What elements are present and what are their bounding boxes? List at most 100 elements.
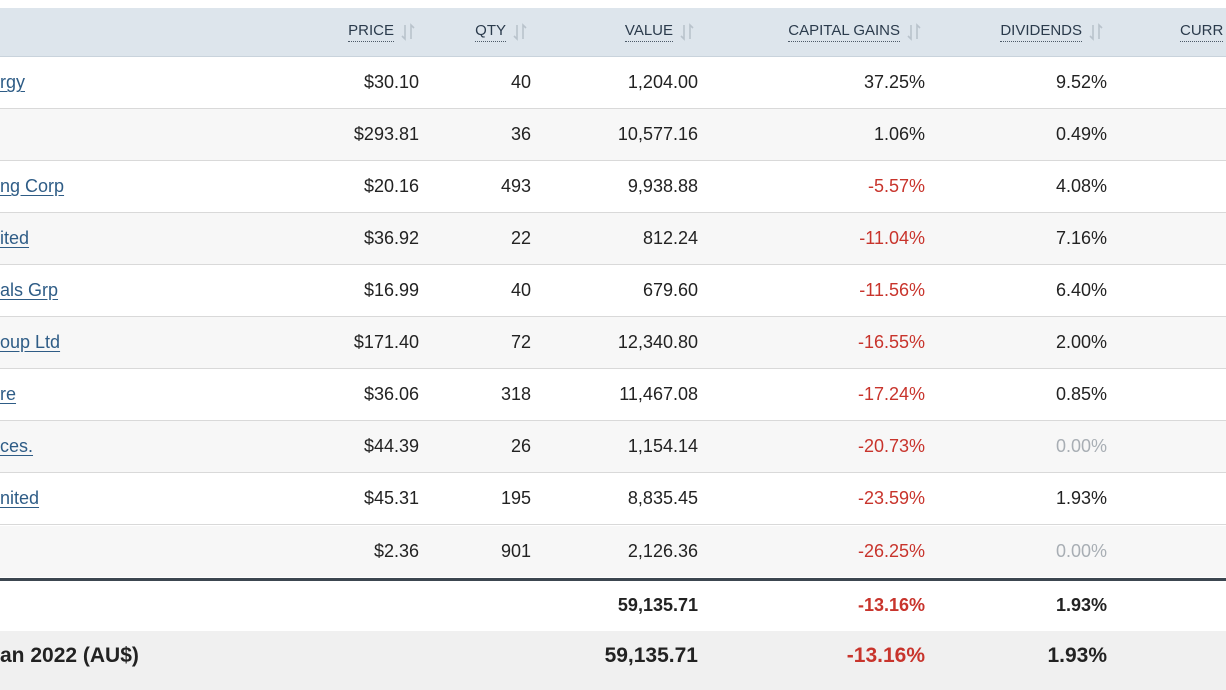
capital-gains-cell: -11.04% [859, 228, 925, 248]
dividends-cell: 0.00% [1055, 541, 1107, 561]
sort-icon[interactable] [512, 21, 528, 43]
holding-name[interactable]: nited [0, 473, 39, 524]
sort-icon[interactable] [400, 21, 416, 43]
holding-name[interactable]: ces. [0, 421, 33, 472]
price-cell: $2.36 [373, 541, 419, 561]
holding-link[interactable]: ces. [0, 436, 34, 456]
sort-icon[interactable] [906, 21, 922, 43]
capital-gains-cell: -16.55% [857, 332, 925, 352]
capital-gains-cell: -20.73% [857, 436, 925, 456]
price-cell: $20.16 [363, 176, 419, 196]
value-cell: 1,154.14 [627, 436, 698, 456]
value-cell: 8,835.45 [627, 488, 698, 508]
total-label: an 2022 (AU$) [0, 644, 139, 667]
capital-gains-cell: 1.06% [873, 124, 925, 144]
value-cell: 679.60 [642, 280, 698, 300]
dividends-header-label[interactable]: DIVIDENDS [1000, 22, 1082, 42]
price-cell: $36.92 [363, 228, 419, 248]
qty-cell: 40 [510, 72, 531, 92]
dividends-cell: 0.00% [1055, 436, 1107, 456]
column-header-capital-gains[interactable]: CAPITAL GAINS [788, 8, 922, 56]
holding-link[interactable]: re [0, 384, 17, 404]
capital-gains-cell: -23.59% [857, 488, 925, 508]
qty-cell: 40 [510, 280, 531, 300]
value-cell: 11,467.08 [619, 384, 698, 404]
capital-gains-header-label[interactable]: CAPITAL GAINS [788, 22, 900, 42]
dividends-cell: 2.00% [1055, 332, 1107, 352]
subtotal-value: 59,135.71 [617, 594, 698, 615]
qty-cell: 493 [500, 176, 531, 196]
value-cell: 12,340.80 [617, 332, 698, 352]
holding-name[interactable]: re [0, 369, 16, 420]
dividends-cell: 7.16% [1055, 228, 1107, 248]
dividends-cell: 0.49% [1055, 124, 1107, 144]
value-cell: 9,938.88 [627, 176, 698, 196]
column-header-price[interactable]: PRICE [348, 8, 416, 56]
holding-name[interactable]: ited [0, 213, 29, 264]
sort-icon[interactable] [1088, 21, 1104, 43]
dividends-cell: 9.52% [1055, 72, 1107, 92]
value-cell: 812.24 [642, 228, 698, 248]
table-row: als Grp $16.99 40 679.60 -11.56% 6.40% [0, 265, 1226, 317]
qty-cell: 26 [510, 436, 531, 456]
price-cell: $36.06 [363, 384, 419, 404]
holding-link[interactable]: ng Corp [0, 176, 65, 196]
dividends-cell: 1.93% [1055, 488, 1107, 508]
currency-header-label[interactable]: CURR [1180, 22, 1224, 42]
qty-cell: 36 [510, 124, 531, 144]
value-cell: 1,204.00 [627, 72, 698, 92]
dividends-cell: 0.85% [1055, 384, 1107, 404]
subtotal-capital-gains: -13.16% [857, 594, 925, 615]
price-cell: $16.99 [363, 280, 419, 300]
table-row: ng Corp $20.16 493 9,938.88 -5.57% 4.08% [0, 161, 1226, 213]
holding-name[interactable]: ng Corp [0, 161, 64, 212]
capital-gains-cell: -26.25% [857, 541, 925, 561]
holding-name[interactable]: oup Ltd [0, 317, 60, 368]
table-row: ited $36.92 22 812.24 -11.04% 7.16% [0, 213, 1226, 265]
holding-link[interactable]: rgy [0, 72, 26, 92]
qty-cell: 901 [500, 541, 531, 561]
price-cell: $30.10 [363, 72, 419, 92]
holding-name[interactable]: als Grp [0, 265, 58, 316]
total-capital-gains: -13.16% [846, 644, 925, 667]
holding-link[interactable]: als Grp [0, 280, 59, 300]
dividends-cell: 4.08% [1055, 176, 1107, 196]
total-value: 59,135.71 [604, 644, 698, 667]
total-dividends: 1.93% [1047, 644, 1107, 667]
qty-cell: 72 [510, 332, 531, 352]
dividends-cell: 6.40% [1055, 280, 1107, 300]
table-row: re $36.06 318 11,467.08 -17.24% 0.85% [0, 369, 1226, 421]
value-header-label[interactable]: VALUE [624, 22, 673, 42]
table-row: oup Ltd $171.40 72 12,340.80 -16.55% 2.0… [0, 317, 1226, 369]
holding-link[interactable]: ited [0, 228, 30, 248]
holding-name[interactable]: rgy [0, 57, 25, 108]
table-row: ces. $44.39 26 1,154.14 -20.73% 0.00% [0, 421, 1226, 473]
column-header-currency[interactable]: CURR [1180, 8, 1224, 56]
qty-header-label[interactable]: QTY [475, 22, 506, 42]
column-header-dividends[interactable]: DIVIDENDS [1000, 8, 1104, 56]
qty-cell: 22 [510, 228, 531, 248]
table-header: PRICE QTY VALUE CAPITAL GAINS DIVIDENDS [0, 8, 1226, 57]
holding-link[interactable]: oup Ltd [0, 332, 61, 352]
value-cell: 10,577.16 [617, 124, 698, 144]
value-cell: 2,126.36 [627, 541, 698, 561]
price-cell: $45.31 [363, 488, 419, 508]
qty-cell: 318 [500, 384, 531, 404]
column-header-value[interactable]: VALUE [624, 8, 695, 56]
total-row: an 2022 (AU$) 59,135.71 -13.16% 1.93% [0, 631, 1226, 690]
price-header-label[interactable]: PRICE [348, 22, 394, 42]
holding-link[interactable]: nited [0, 488, 40, 508]
price-cell: $293.81 [353, 124, 419, 144]
capital-gains-cell: 37.25% [863, 72, 925, 92]
price-cell: $171.40 [353, 332, 419, 352]
price-cell: $44.39 [363, 436, 419, 456]
subtotal-row: 59,135.71 -13.16% 1.93% [0, 578, 1226, 634]
table-row: nited $45.31 195 8,835.45 -23.59% 1.93% [0, 473, 1226, 525]
table-row: $293.81 36 10,577.16 1.06% 0.49% [0, 109, 1226, 161]
column-header-qty[interactable]: QTY [475, 8, 528, 56]
capital-gains-cell: -17.24% [857, 384, 925, 404]
qty-cell: 195 [500, 488, 531, 508]
subtotal-dividends: 1.93% [1055, 594, 1107, 615]
sort-icon[interactable] [679, 21, 695, 43]
